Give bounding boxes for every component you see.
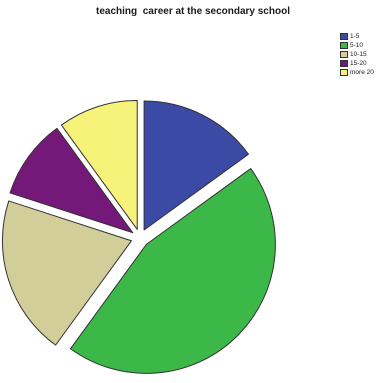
legend-item: 10-15 — [340, 50, 386, 59]
pie-slice-more-20 — [60, 99, 138, 230]
legend-label: 15-20 — [350, 60, 367, 67]
legend-label: 1-5 — [350, 33, 360, 40]
legend-swatch — [340, 60, 348, 67]
legend-item: 5-10 — [340, 41, 386, 50]
chart-legend: 1-5 5-10 10-15 15-20 more 20 — [340, 32, 386, 77]
legend-swatch — [340, 51, 348, 58]
legend-item: 15-20 — [340, 59, 386, 68]
pie-slice-10-15 — [2, 200, 132, 346]
legend-swatch — [340, 69, 348, 76]
legend-item: more 20 — [340, 68, 386, 77]
legend-item: 1-5 — [340, 32, 386, 41]
legend-label: 5-10 — [350, 42, 364, 49]
legend-label: 10-15 — [350, 51, 367, 58]
pie-slice-5-10 — [70, 168, 276, 374]
pie-slice-1-5 — [143, 100, 249, 231]
legend-swatch — [340, 33, 348, 40]
legend-swatch — [340, 42, 348, 49]
pie-slice-15-20 — [9, 127, 134, 234]
chart-title: teaching career at the secondary school — [96, 6, 290, 17]
legend-label: more 20 — [350, 69, 374, 76]
